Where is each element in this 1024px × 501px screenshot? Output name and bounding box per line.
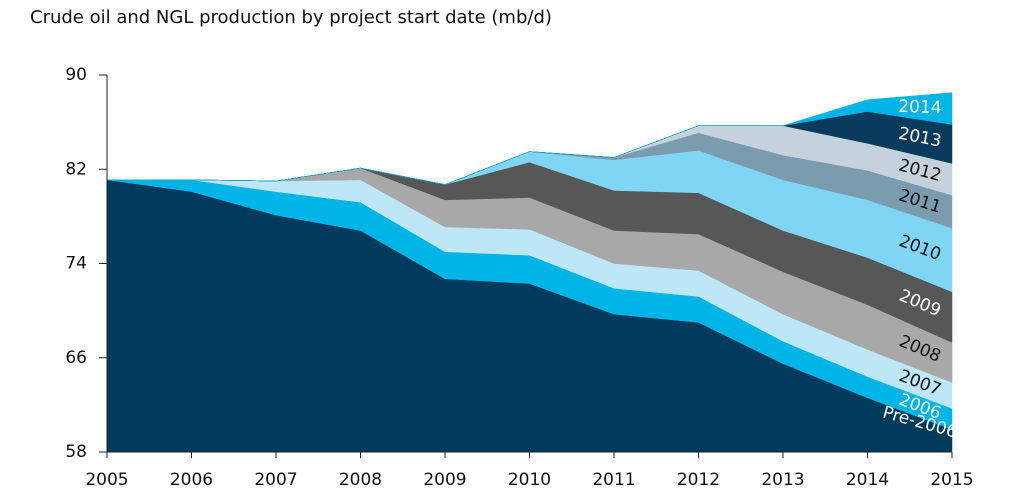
x-tick-label: 2006 [170, 470, 213, 490]
x-tick-label: 2014 [846, 470, 889, 490]
x-tick-label: 2009 [423, 470, 466, 490]
x-tick-label: 2012 [677, 470, 720, 490]
chart-title: Crude oil and NGL production by project … [30, 7, 552, 28]
x-tick-label: 2007 [254, 470, 297, 490]
y-tick-label: 58 [65, 442, 87, 462]
y-tick-label: 90 [65, 65, 87, 85]
x-tick-label: 2010 [508, 470, 551, 490]
x-tick-label: 2008 [339, 470, 382, 490]
x-tick-label: 2013 [761, 470, 804, 490]
x-tick-label: 2015 [930, 470, 973, 490]
axes: 58 66 74 82 90 2005 2006 2007 2008 2009 2010 2011 20… [65, 65, 973, 490]
area [107, 92, 953, 185]
series-label: 2014 [898, 97, 942, 118]
areas: Pre-200620062007200820092010201120122013… [106, 92, 959, 453]
y-tick-label: 82 [65, 159, 87, 179]
x-tick-label: 2011 [592, 470, 635, 490]
y-tick-label: 74 [65, 254, 87, 274]
x-tick-label: 2005 [85, 470, 128, 490]
y-tick-label: 66 [65, 348, 87, 368]
